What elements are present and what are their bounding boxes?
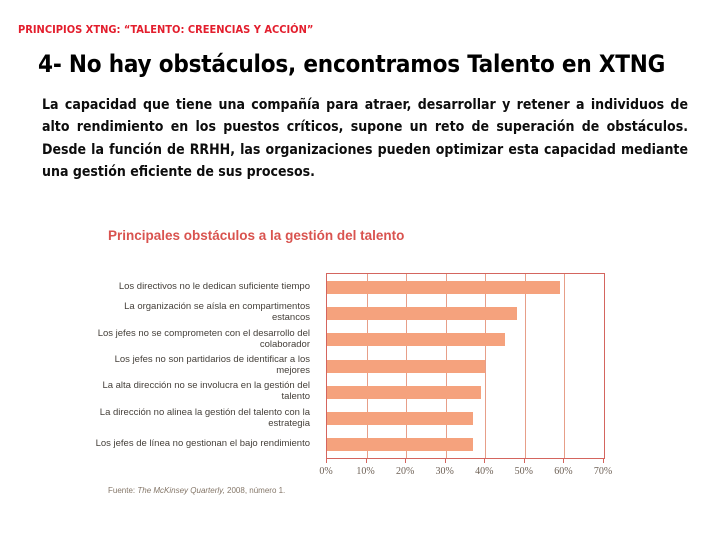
plot-area bbox=[326, 273, 605, 459]
gridline bbox=[524, 274, 526, 458]
bar-5 bbox=[327, 385, 482, 399]
axis-tick bbox=[365, 458, 367, 463]
bar-3 bbox=[327, 333, 506, 347]
axis-tick-label: 60% bbox=[554, 466, 573, 477]
axis-tick-label: 0% bbox=[319, 466, 333, 477]
page-title: 4- No hay obstáculos, encontramos Talent… bbox=[38, 50, 666, 78]
axis-tick bbox=[563, 458, 565, 463]
category-label: La alta dirección no se involucra en la … bbox=[102, 380, 310, 403]
axis-tick-label: 50% bbox=[514, 466, 534, 477]
source-prefix: Fuente: bbox=[108, 486, 138, 495]
category-label: Los jefes no son partidarios de identifi… bbox=[114, 353, 310, 376]
bar-2 bbox=[327, 306, 517, 320]
category-label: Los directivos no le dedican suficiente … bbox=[118, 280, 310, 292]
bar-6 bbox=[327, 412, 474, 426]
slide-kicker: PRINCIPIOS XTNG: “TALENTO: CREENCIAS Y A… bbox=[18, 23, 314, 36]
x-axis: 0% 10% 20% 30% 40% 50% 60% 70% bbox=[319, 458, 612, 488]
axis-tick bbox=[523, 458, 525, 463]
category-labels: Los directivos no le dedican suficiente … bbox=[95, 273, 318, 459]
gridline bbox=[564, 274, 566, 458]
chart-title: Principales obstáculos a la gestión del … bbox=[108, 228, 405, 243]
axis-tick-label: 10% bbox=[356, 466, 375, 477]
category-label: Los jefes no se comprometen con el desar… bbox=[97, 327, 310, 350]
bar-1 bbox=[327, 280, 561, 294]
bar-7 bbox=[327, 438, 474, 452]
category-label: La dirección no alinea la gestión del ta… bbox=[99, 406, 310, 429]
body-paragraph: La capacidad que tiene una compañía para… bbox=[42, 97, 688, 181]
axis-tick bbox=[603, 458, 604, 463]
axis-tick bbox=[405, 458, 407, 463]
gridline bbox=[485, 274, 487, 458]
category-label: Los jefes de línea no gestionan el bajo … bbox=[95, 438, 310, 450]
axis-tick bbox=[484, 458, 486, 463]
axis-tick-label: 40% bbox=[475, 466, 494, 477]
category-label: La organización se aísla en compartiment… bbox=[124, 301, 310, 324]
axis-tick bbox=[326, 458, 327, 463]
axis-tick-label: 70% bbox=[593, 466, 613, 477]
source-suffix: 2008, número 1. bbox=[224, 486, 286, 495]
source-note: Fuente: The McKinsey Quarterly, 2008, nú… bbox=[108, 486, 285, 495]
bar-4 bbox=[327, 359, 486, 373]
source-work: The McKinsey Quarterly, bbox=[137, 486, 225, 495]
axis-tick bbox=[444, 458, 446, 463]
axis-tick-label: 30% bbox=[435, 466, 454, 477]
obstacles-bar-chart: Principales obstáculos a la gestión del … bbox=[95, 224, 625, 509]
axis-tick-label: 20% bbox=[395, 466, 415, 477]
